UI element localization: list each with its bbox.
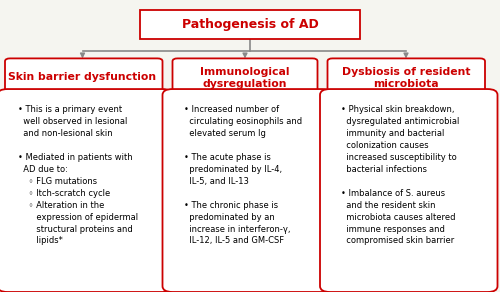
FancyBboxPatch shape [328,58,485,98]
Text: Immunological
dysregulation: Immunological dysregulation [200,67,290,89]
FancyBboxPatch shape [5,58,162,95]
FancyBboxPatch shape [320,89,498,292]
Text: • Increased number of
  circulating eosinophils and
  elevated serum Ig

• The a: • Increased number of circulating eosino… [184,105,302,246]
FancyBboxPatch shape [140,10,360,39]
Text: Pathogenesis of AD: Pathogenesis of AD [182,18,318,31]
Text: Skin barrier dysfunction: Skin barrier dysfunction [8,72,156,82]
FancyBboxPatch shape [162,89,332,292]
FancyBboxPatch shape [0,89,172,292]
FancyBboxPatch shape [172,58,318,98]
Text: • Physical skin breakdown,
  dysregulated antimicrobial
  immunity and bacterial: • Physical skin breakdown, dysregulated … [341,105,460,246]
Text: • This is a primary event
  well observed in lesional
  and non-lesional skin

•: • This is a primary event well observed … [18,105,138,246]
Text: Dysbiosis of resident
microbiota: Dysbiosis of resident microbiota [342,67,470,89]
